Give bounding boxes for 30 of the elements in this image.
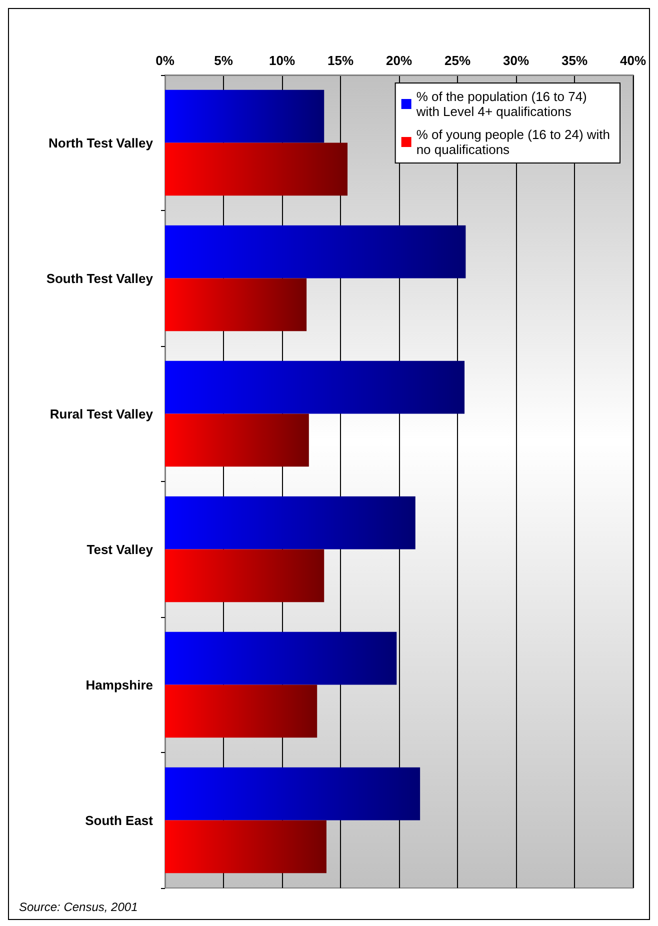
y-tick-label: Test Valley xyxy=(86,542,154,557)
bar xyxy=(165,142,348,196)
y-tick-label: Rural Test Valley xyxy=(50,406,154,422)
bar xyxy=(165,820,326,874)
x-tick-label: 10% xyxy=(268,53,296,68)
x-tick-label: 40% xyxy=(620,53,646,68)
y-tick-label: South East xyxy=(85,812,154,828)
x-tick-label: 20% xyxy=(386,53,412,68)
bar xyxy=(165,360,465,414)
x-tick-label: 15% xyxy=(327,53,354,68)
bar xyxy=(165,278,307,332)
bar xyxy=(165,90,324,143)
bar xyxy=(165,225,466,278)
x-tick-label: 30% xyxy=(502,53,530,68)
y-tick-label: South Test Valley xyxy=(46,270,154,286)
y-tick-label: North Test Valley xyxy=(48,135,154,150)
x-tick-label: 25% xyxy=(444,53,471,68)
legend-label: % of young people (16 to 24) with no qualifications xyxy=(416,127,610,157)
bar xyxy=(165,549,324,602)
bar xyxy=(165,414,309,467)
x-tick-label: 0% xyxy=(156,53,175,68)
source-note: Source: Census, 2001 xyxy=(19,900,138,914)
bar xyxy=(165,632,397,685)
x-tick-label: 5% xyxy=(214,53,234,68)
bar xyxy=(165,767,420,820)
bar xyxy=(165,684,318,738)
y-tick-label: Hampshire xyxy=(86,677,153,692)
x-tick-label: 35% xyxy=(561,53,588,68)
bar xyxy=(165,496,416,550)
legend-label: % of the population (16 to 74) with Level 4+ qualifications xyxy=(415,89,587,119)
